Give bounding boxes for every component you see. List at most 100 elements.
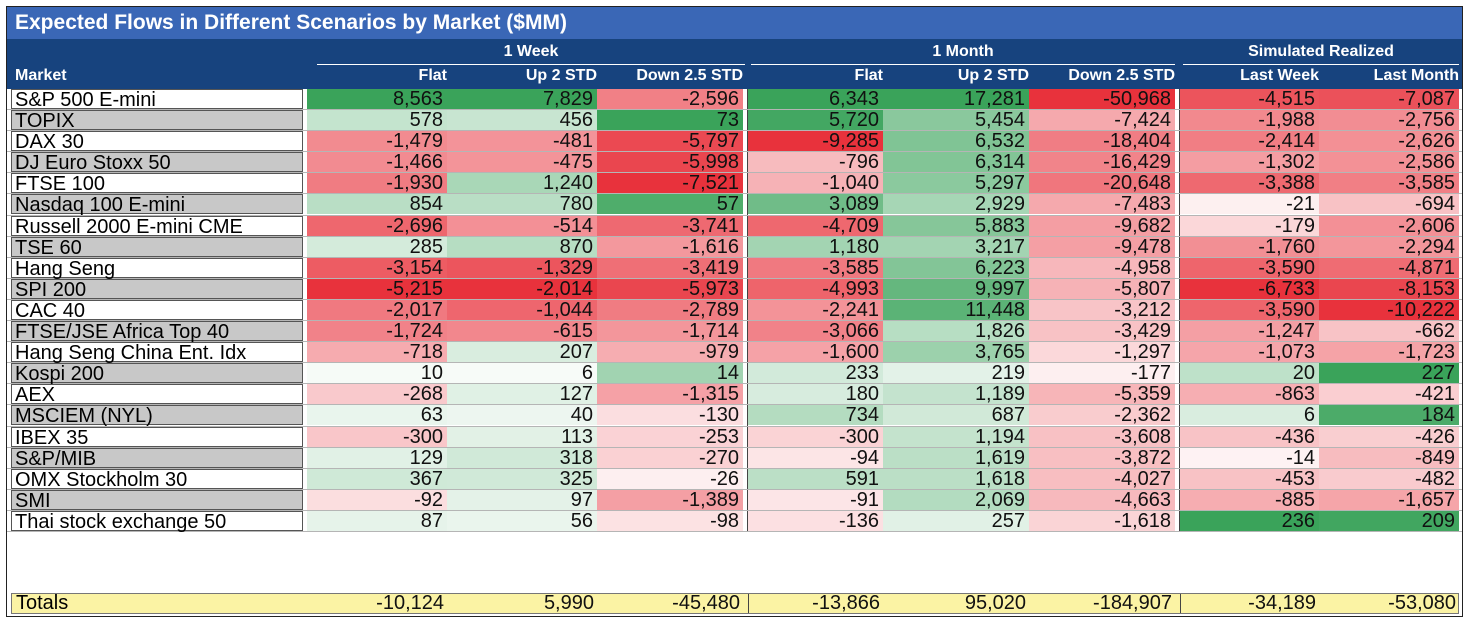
value-cell-last-week: -179	[1179, 215, 1319, 236]
group-header-simulated-realized: Simulated Realized	[1248, 43, 1394, 60]
column-header-week-up: Up 2 STD	[525, 67, 597, 84]
group-header-1-month: 1 Month	[932, 43, 994, 60]
group-underline-1-week	[317, 64, 745, 65]
value-cell-month-down: -16,429	[1029, 152, 1175, 173]
value-cell-week-up: -514	[447, 215, 597, 236]
group-separator	[747, 342, 748, 363]
table-row: Hang Seng China Ent. Idx -718 207 -979 -1,60…	[7, 342, 1462, 364]
value-cell-last-month: 209	[1319, 510, 1459, 531]
value-cell-month-flat: -91	[747, 489, 883, 510]
group-separator	[1179, 152, 1180, 173]
group-separator	[1179, 110, 1180, 131]
value-cell-month-flat: -796	[747, 152, 883, 173]
value-cell-last-week: -2,414	[1179, 131, 1319, 152]
value-cell-week-down: -1,714	[597, 321, 743, 342]
value-cell-month-down: -4,958	[1029, 257, 1175, 278]
group-separator	[1179, 257, 1180, 278]
value-cell-month-flat: 180	[747, 384, 883, 405]
group-separator	[747, 299, 748, 321]
value-cell-last-month: -3,585	[1319, 173, 1459, 194]
column-header-month-flat: Flat	[854, 67, 883, 84]
value-cell-month-flat: 1,180	[747, 236, 883, 257]
group-separator	[747, 426, 748, 447]
value-cell-week-flat: -2,696	[307, 215, 447, 236]
group-separator	[747, 110, 748, 131]
value-cell-last-week: -436	[1179, 426, 1319, 447]
value-cell-week-up: 318	[447, 447, 597, 468]
value-cell-last-month: -7,087	[1319, 89, 1459, 109]
group-separator	[747, 89, 748, 110]
value-cell-month-down: -3,429	[1029, 321, 1175, 342]
value-cell-week-flat: 367	[307, 468, 447, 489]
market-name: Hang Seng	[11, 257, 303, 279]
value-cell-week-up: -1,329	[447, 257, 597, 278]
column-header-week-flat: Flat	[418, 67, 447, 84]
value-cell-month-down: -4,027	[1029, 468, 1175, 489]
value-cell-last-month: -2,756	[1319, 110, 1459, 131]
value-cell-week-flat: -1,724	[307, 321, 447, 342]
value-cell-month-down: -5,807	[1029, 278, 1175, 299]
value-cell-last-month: -662	[1319, 321, 1459, 342]
value-cell-week-flat: -92	[307, 489, 447, 510]
market-name: Hang Seng China Ent. Idx	[11, 342, 303, 363]
market-name: Thai stock exchange 50	[11, 510, 303, 532]
value-cell-week-up: 780	[447, 194, 597, 215]
table-row: Russell 2000 E-mini CME -2,696 -514 -3,741-…	[7, 215, 1462, 237]
market-name: FTSE 100	[11, 173, 303, 194]
column-header-month-up: Up 2 STD	[957, 67, 1029, 84]
group-separator	[1179, 363, 1180, 384]
value-cell-week-up: 325	[447, 468, 597, 489]
value-cell-last-week: -1,760	[1179, 236, 1319, 257]
value-cell-week-flat: 10	[307, 363, 447, 384]
value-cell-month-down: -2,362	[1029, 405, 1175, 426]
value-cell-week-flat: 854	[307, 194, 447, 215]
market-name: DAX 30	[11, 131, 303, 152]
value-cell-week-down: -7,521	[597, 173, 743, 194]
table-row: MSCIEM (NYL) 63 40 -130 734 687 -2,362 6 184	[7, 405, 1462, 427]
group-separator	[1179, 510, 1180, 531]
value-cell-month-flat: -300	[747, 426, 883, 447]
value-cell-month-up: 687	[883, 405, 1029, 426]
table-title: Expected Flows in Different Scenarios by…	[7, 7, 1462, 39]
group-separator	[747, 278, 748, 299]
value-cell-month-up: 1,194	[883, 426, 1029, 447]
value-cell-week-up: 1,240	[447, 173, 597, 194]
value-cell-month-flat: -9,285	[747, 131, 883, 152]
value-cell-month-up: 3,217	[883, 236, 1029, 257]
market-name: TOPIX	[11, 110, 303, 131]
table-row: Thai stock exchange 50 87 56 -98 -136 257 -1,6…	[7, 510, 1462, 532]
value-cell-month-flat: -4,993	[747, 278, 883, 299]
total-cell-last-month: -53,080	[1388, 592, 1456, 614]
value-cell-month-up: 5,883	[883, 215, 1029, 236]
value-cell-week-down: 57	[597, 194, 743, 215]
value-cell-last-week: -1,988	[1179, 110, 1319, 131]
table-row: SPI 200 -5,215 -2,014 -5,973 -4,993 9,997 -5,8…	[7, 278, 1462, 300]
value-cell-month-flat: 6,343	[747, 89, 883, 109]
group-header-1-week: 1 Week	[503, 43, 559, 60]
value-cell-week-up: 6	[447, 363, 597, 384]
value-cell-month-down: -9,478	[1029, 236, 1175, 257]
value-cell-week-flat: 63	[307, 405, 447, 426]
value-cell-last-month: -426	[1319, 426, 1459, 447]
value-cell-week-down: 73	[597, 110, 743, 131]
group-separator	[1179, 426, 1180, 447]
value-cell-week-flat: -5,215	[307, 278, 447, 299]
group-separator	[747, 215, 748, 236]
group-separator	[747, 468, 748, 489]
value-cell-last-month: -421	[1319, 384, 1459, 405]
market-name: SPI 200	[11, 278, 303, 300]
group-separator	[1179, 321, 1180, 342]
value-cell-month-up: 9,997	[883, 278, 1029, 299]
table-row: Hang Seng -3,154 -1,329 -3,419 -3,585 6,223 -4…	[7, 257, 1462, 279]
value-cell-month-down: -50,968	[1029, 89, 1175, 109]
value-cell-last-week: -885	[1179, 489, 1319, 510]
value-cell-last-week: -4,515	[1179, 89, 1319, 109]
value-cell-week-down: -1,389	[597, 489, 743, 510]
value-cell-last-week: -1,247	[1179, 321, 1319, 342]
group-underline-1-month	[751, 64, 1175, 65]
value-cell-week-flat: -2,017	[307, 299, 447, 320]
value-cell-month-up: 6,223	[883, 257, 1029, 278]
value-cell-week-down: -979	[597, 342, 743, 363]
total-cell-month-down: -184,907	[1093, 592, 1172, 614]
value-cell-week-flat: 578	[307, 110, 447, 131]
